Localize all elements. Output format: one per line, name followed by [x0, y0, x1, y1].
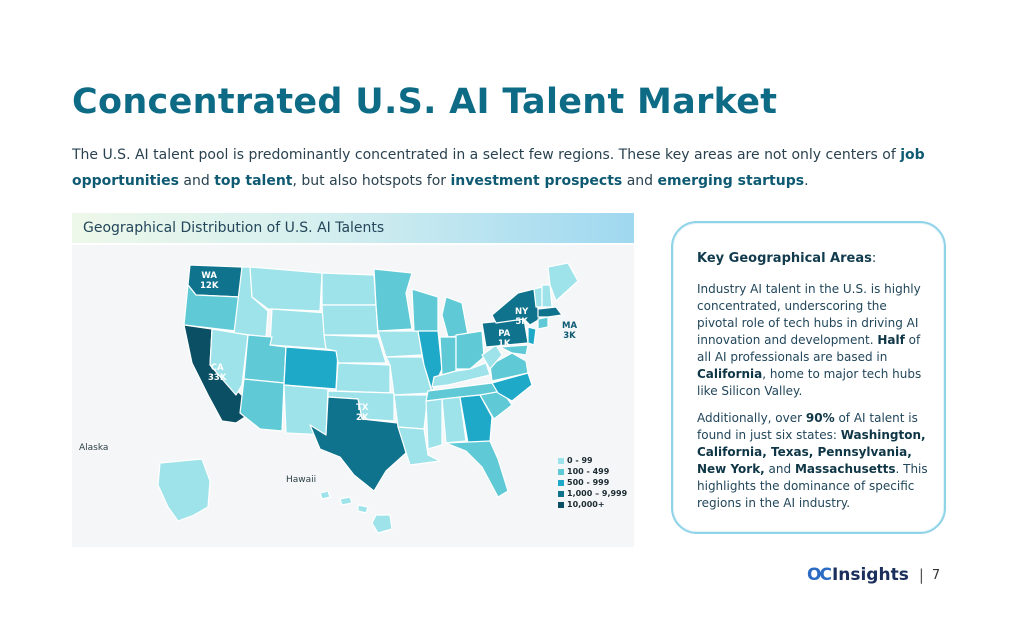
- state-ak: [157, 458, 211, 522]
- state-wy: [269, 308, 329, 350]
- card-paragraph-1: Industry AI talent in the U.S. is highly…: [697, 282, 922, 398]
- state-co: [283, 346, 339, 390]
- legend-item: 500 - 999: [558, 477, 627, 488]
- label-ma-state: MA: [562, 321, 578, 331]
- state-wi: [411, 288, 439, 334]
- state-ma: [537, 306, 563, 318]
- state-hi-1: [319, 490, 331, 500]
- legend-label: 100 - 499: [567, 467, 610, 476]
- card-heading-suffix: :: [871, 251, 877, 266]
- label-pa: PA 1K: [498, 329, 511, 349]
- state-nv: [209, 328, 249, 396]
- key-areas-card: Key Geographical Areas: Industry AI tale…: [671, 221, 946, 534]
- footer: OC Insights | 7: [807, 565, 940, 585]
- alaska-label: Alaska: [79, 443, 109, 453]
- state-mo: [385, 356, 433, 396]
- card-heading-text: Key Geographical Areas: [697, 251, 872, 266]
- state-mi: [441, 296, 469, 338]
- state-ny: [491, 288, 541, 326]
- label-pa-value: 1K: [498, 339, 511, 349]
- state-hi-3: [357, 504, 369, 514]
- state-vt: [533, 286, 543, 308]
- label-ca: CA 33K: [208, 363, 226, 383]
- state-mn: [373, 268, 413, 332]
- card-paragraph-2: Additionally, over 90% of AI talent is f…: [697, 411, 928, 510]
- map-header-label: Geographical Distribution of U.S. AI Tal…: [83, 220, 385, 236]
- legend-item: 1,000 – 9,999: [558, 488, 627, 499]
- state-me: [547, 262, 579, 302]
- state-ms: [425, 398, 443, 450]
- state-hi-2: [339, 496, 353, 506]
- state-ar: [393, 394, 429, 430]
- logo-text: Insights: [831, 565, 909, 585]
- slide-title: Concentrated U.S. AI Talent Market: [72, 82, 778, 122]
- state-sd: [321, 304, 379, 336]
- legend-label: 0 - 99: [567, 456, 593, 465]
- legend-label: 1,000 – 9,999: [567, 489, 628, 498]
- us-map: Alaska Hawaii WA 12K CA 33K TX 2K PA 1K …: [72, 245, 634, 547]
- state-ks: [335, 362, 391, 394]
- label-ny-state: NY: [515, 307, 529, 317]
- state-oh: [455, 330, 485, 370]
- label-tx: TX 2K: [356, 403, 369, 423]
- label-tx-value: 2K: [356, 413, 369, 423]
- map-legend: 0 - 99 100 - 499 500 - 999 1,000 – 9,999…: [558, 455, 627, 510]
- state-va: [489, 352, 529, 382]
- state-ga: [459, 394, 493, 444]
- oc-logo-icon: OC: [807, 565, 832, 585]
- label-wa-state: WA: [201, 271, 217, 281]
- legend-swatch: [558, 490, 564, 497]
- hawaii-label: Hawaii: [286, 475, 317, 485]
- label-ny-value: 5K: [515, 317, 528, 327]
- label-pa-state: PA: [498, 329, 511, 339]
- state-nd: [321, 272, 377, 306]
- slide-subtitle: The U.S. AI talent pool is predominantly…: [72, 147, 925, 189]
- state-fl: [445, 440, 509, 498]
- label-tx-state: TX: [356, 403, 369, 413]
- state-az: [239, 378, 285, 432]
- legend-label: 10,000+: [567, 500, 605, 509]
- map-header: Geographical Distribution of U.S. AI Tal…: [72, 213, 634, 243]
- legend-label: 500 - 999: [567, 478, 610, 487]
- state-wv: [481, 344, 503, 370]
- page-number: 7: [931, 567, 941, 583]
- legend-swatch: [558, 501, 564, 508]
- legend-swatch: [558, 468, 564, 475]
- label-ma: MA 3K: [562, 321, 577, 341]
- state-nm: [283, 384, 329, 436]
- label-ma-value: 3K: [563, 331, 576, 341]
- legend-swatch: [558, 457, 564, 464]
- label-wa-value: 12K: [200, 281, 219, 291]
- label-ca-state: CA: [210, 363, 224, 373]
- state-md: [499, 344, 529, 356]
- card-heading: Key Geographical Areas:: [697, 251, 876, 266]
- label-ny: NY 5K: [515, 307, 528, 327]
- state-al: [441, 396, 467, 444]
- state-ct: [537, 316, 549, 330]
- legend-item: 0 - 99: [558, 455, 627, 466]
- state-hi-4: [371, 514, 393, 534]
- state-in: [439, 336, 457, 376]
- state-nj: [527, 326, 537, 346]
- legend-swatch: [558, 479, 564, 486]
- state-ia: [377, 330, 423, 358]
- legend-item: 10,000+: [558, 499, 627, 510]
- state-ky: [431, 362, 491, 388]
- state-nh: [541, 284, 553, 308]
- label-wa: WA 12K: [200, 271, 218, 291]
- state-sc: [479, 390, 513, 420]
- state-la: [397, 426, 441, 466]
- label-ca-value: 33K: [208, 373, 227, 383]
- us-map-svg: [157, 262, 579, 534]
- footer-separator: |: [918, 566, 924, 584]
- legend-item: 100 - 499: [558, 466, 627, 477]
- state-tx: [309, 396, 407, 492]
